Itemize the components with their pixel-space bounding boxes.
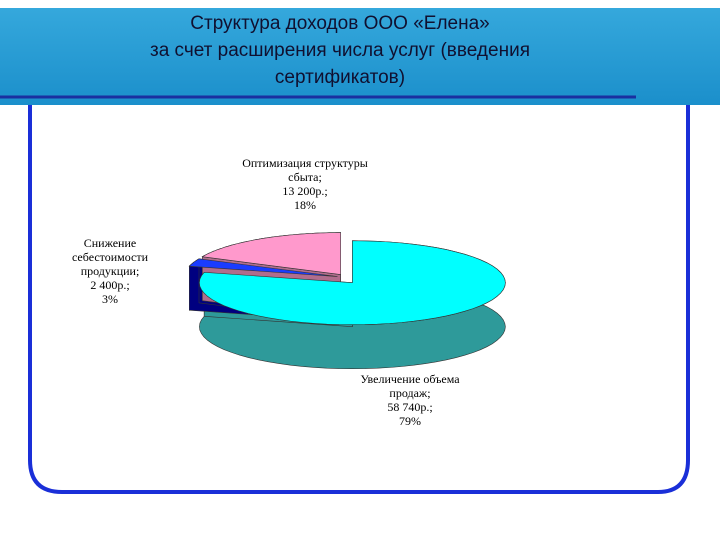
slice-category: Оптимизация структуры сбыта; [242, 156, 368, 184]
slice-amount: 58 740р.; [387, 400, 433, 414]
slice-label: Оптимизация структуры сбыта; 13 200р.; 18% [240, 156, 370, 212]
pie-slice [201, 232, 342, 275]
header-band [0, 8, 720, 105]
slice-amount: 13 200р.; [282, 184, 328, 198]
title-line: сертификатов) [274, 67, 406, 88]
slice-share: 18% [294, 198, 316, 212]
slice-share: 79% [399, 414, 421, 428]
slice-category: Увеличение объема продаж; [360, 372, 460, 400]
title-line: Структура доходов ООО «Елена» [190, 13, 490, 34]
slice-label: Увеличение объема продаж; 58 740р.; 79% [345, 372, 475, 428]
slice-label: Снижение себестоимости продукции; 2 400р.… [55, 236, 165, 306]
title-line: за счет расширения числа услуг (введения [150, 40, 530, 61]
pie-slice [188, 258, 338, 277]
pie-slice [199, 240, 506, 326]
slice-category: Снижение себестоимости продукции; [71, 236, 149, 278]
slice-amount: 2 400р.; [90, 278, 130, 292]
slice-share: 3% [102, 292, 118, 306]
frame [28, 100, 690, 494]
chart-title: Структура доходов ООО «Елена» за счет рас… [0, 10, 680, 91]
